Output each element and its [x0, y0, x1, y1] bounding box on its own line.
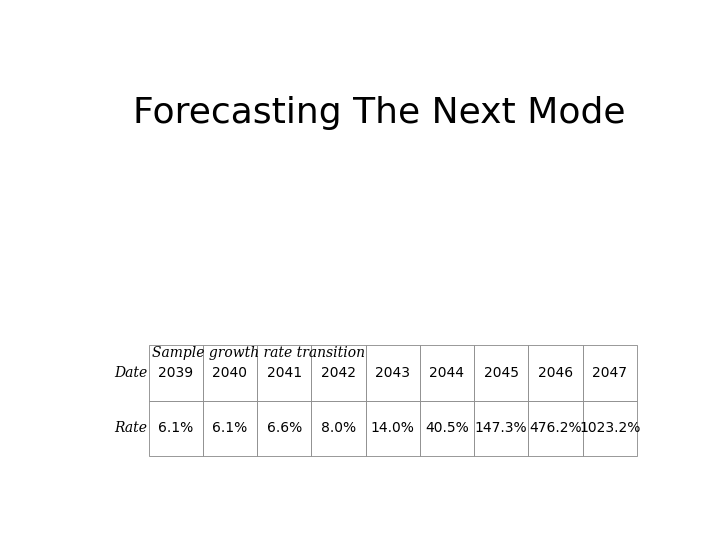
- Text: Forecasting The Next Mode: Forecasting The Next Mode: [132, 96, 625, 130]
- Text: Sample growth rate transition: Sample growth rate transition: [152, 346, 365, 360]
